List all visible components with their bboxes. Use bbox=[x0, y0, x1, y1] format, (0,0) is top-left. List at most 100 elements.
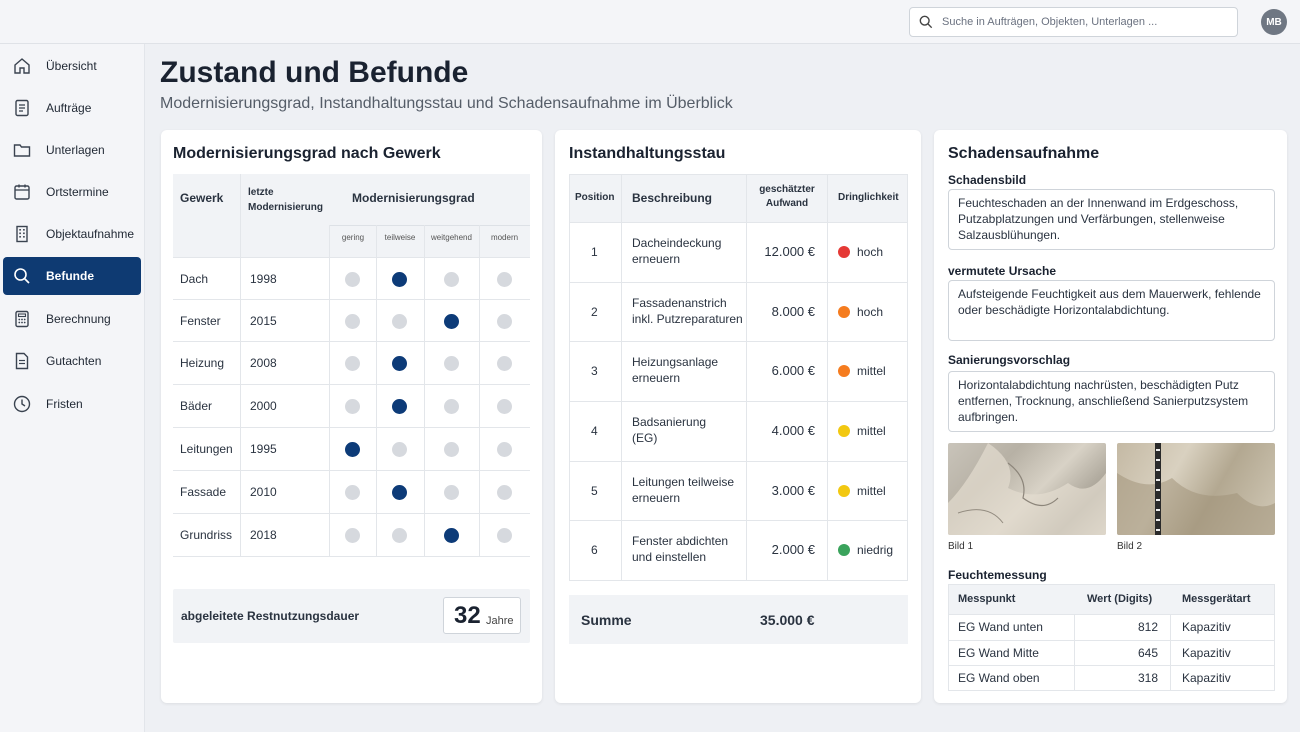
sidebar-item-label: Gutachten bbox=[46, 354, 102, 368]
urgency-dot bbox=[838, 245, 850, 258]
col-cost-line2: Aufwand bbox=[765, 198, 809, 209]
urgency-dot bbox=[838, 484, 850, 497]
schadensbild-field[interactable]: Feuchteschaden an der Innenwand im Erdge… bbox=[948, 189, 1275, 250]
sidebar-item-label: Übersicht bbox=[46, 59, 97, 73]
grade-dot bbox=[444, 527, 459, 543]
row-divider bbox=[569, 282, 908, 283]
grade-dot bbox=[392, 271, 407, 287]
grade-dot bbox=[392, 313, 407, 329]
col-urgency: Dringlichkeit bbox=[838, 192, 899, 203]
sidebar-item-berechnung[interactable]: Berechnung bbox=[3, 300, 141, 338]
description-line1: Badsanierung bbox=[632, 415, 707, 429]
urgency-dot bbox=[838, 543, 850, 556]
building-icon bbox=[16, 225, 28, 243]
damage-title: Schadensaufnahme bbox=[948, 145, 1100, 162]
document-list-icon bbox=[15, 99, 29, 117]
value-cell: 645 bbox=[1137, 646, 1158, 660]
level-label: teilweise bbox=[384, 233, 416, 242]
col-point: Messpunkt bbox=[958, 593, 1016, 605]
position-cell: 4 bbox=[591, 423, 598, 438]
year-cell: 2008 bbox=[250, 355, 277, 370]
col-last-line1: letzte bbox=[248, 187, 274, 198]
sidebar-item-label: Fristen bbox=[46, 397, 83, 411]
table-header-bg bbox=[569, 174, 908, 222]
grade-dot bbox=[392, 441, 407, 457]
ursache-field[interactable]: Aufsteigende Feuchtigkeit aus dem Mauerw… bbox=[948, 280, 1275, 341]
col-divider bbox=[1170, 614, 1171, 691]
grade-dot bbox=[392, 527, 407, 543]
search-input[interactable] bbox=[942, 16, 1222, 28]
grade-dot bbox=[444, 355, 459, 371]
damage-photo-1[interactable] bbox=[948, 443, 1106, 535]
grade-dot bbox=[497, 484, 512, 500]
vorschlag-label: Sanierungsvorschlag bbox=[948, 353, 1071, 367]
row-divider bbox=[948, 640, 1275, 641]
year-cell: 2010 bbox=[250, 484, 277, 499]
table-header-bg bbox=[173, 174, 530, 258]
grade-dot bbox=[345, 398, 360, 414]
grade-dot bbox=[497, 313, 512, 329]
avatar[interactable]: MB bbox=[1261, 9, 1287, 35]
sidebar-item-label: Ortstermine bbox=[46, 185, 109, 199]
grade-dot bbox=[345, 355, 360, 371]
position-cell: 2 bbox=[591, 304, 598, 319]
sum-panel bbox=[569, 595, 908, 644]
row-divider bbox=[569, 222, 908, 223]
gewerk-cell: Leitungen bbox=[180, 441, 233, 456]
cost-cell: 3.000 € bbox=[771, 483, 815, 498]
description-line2: erneuern bbox=[632, 491, 681, 505]
sidebar-item-label: Aufträge bbox=[46, 101, 92, 115]
sidebar-item-unterlagen[interactable]: Unterlagen bbox=[3, 131, 141, 169]
row-divider bbox=[173, 341, 530, 342]
sidebar-item-uebersicht[interactable]: Übersicht bbox=[3, 47, 141, 85]
level-label: weitgehend bbox=[431, 233, 472, 242]
cost-cell: 4.000 € bbox=[771, 423, 815, 438]
col-last-line2: Modernisierung bbox=[248, 202, 324, 213]
sidebar-item-fristen[interactable]: Fristen bbox=[3, 385, 141, 423]
col-gewerk: Gewerk bbox=[180, 191, 224, 205]
urgency-dot bbox=[838, 364, 850, 377]
sidebar-item-label: Berechnung bbox=[46, 312, 111, 326]
row-divider bbox=[173, 257, 530, 258]
sidebar-item-befunde[interactable]: Befunde bbox=[3, 257, 141, 295]
damage-photo-2[interactable] bbox=[1117, 443, 1275, 535]
row-divider bbox=[173, 470, 530, 471]
description-line2: erneuern bbox=[632, 252, 681, 266]
row-divider bbox=[173, 556, 530, 557]
vorschlag-field[interactable]: Horizontalabdichtung nachrüsten, beschäd… bbox=[948, 371, 1275, 432]
urgency-label: mittel bbox=[857, 363, 886, 378]
grade-dot bbox=[497, 441, 512, 457]
device-cell: Kapazitiv bbox=[1182, 646, 1231, 660]
position-cell: 1 bbox=[591, 244, 598, 259]
row-divider bbox=[569, 401, 908, 402]
sidebar-item-auftraege[interactable]: Aufträge bbox=[3, 89, 141, 127]
urgency-label: mittel bbox=[857, 423, 886, 438]
calendar-icon bbox=[14, 184, 30, 200]
year-cell: 1995 bbox=[250, 441, 277, 456]
device-cell: Kapazitiv bbox=[1182, 620, 1231, 634]
sidebar-item-objektaufnahme[interactable]: Objektaufnahme bbox=[3, 215, 141, 253]
sum-value: 35.000 € bbox=[760, 612, 815, 628]
folder-icon bbox=[13, 144, 31, 157]
col-divider bbox=[746, 174, 747, 581]
search-box[interactable] bbox=[909, 7, 1238, 37]
col-description: Beschreibung bbox=[632, 191, 713, 205]
sidebar-item-ortstermine[interactable]: Ortstermine bbox=[3, 173, 141, 211]
col-divider bbox=[329, 225, 330, 556]
gewerk-cell: Dach bbox=[180, 271, 209, 286]
col-divider bbox=[827, 174, 828, 581]
grade-dot bbox=[392, 355, 407, 371]
description-line2: inkl. Putzreparaturen bbox=[632, 312, 743, 326]
description-line2: (EG) bbox=[632, 431, 658, 445]
clock-icon bbox=[13, 395, 31, 413]
sidebar: Übersicht Aufträge Unterlagen Ortstermin… bbox=[0, 44, 145, 732]
sidebar-item-gutachten[interactable]: Gutachten bbox=[3, 342, 141, 380]
description-line1: Dacheindeckung bbox=[632, 236, 722, 250]
report-icon bbox=[15, 352, 29, 370]
grade-dot bbox=[444, 398, 459, 414]
search-icon bbox=[919, 15, 933, 29]
description-line2: erneuern bbox=[632, 371, 681, 385]
photo-caption: Bild 2 bbox=[1117, 541, 1143, 552]
row-divider bbox=[173, 384, 530, 385]
gewerk-cell: Fenster bbox=[180, 313, 221, 328]
